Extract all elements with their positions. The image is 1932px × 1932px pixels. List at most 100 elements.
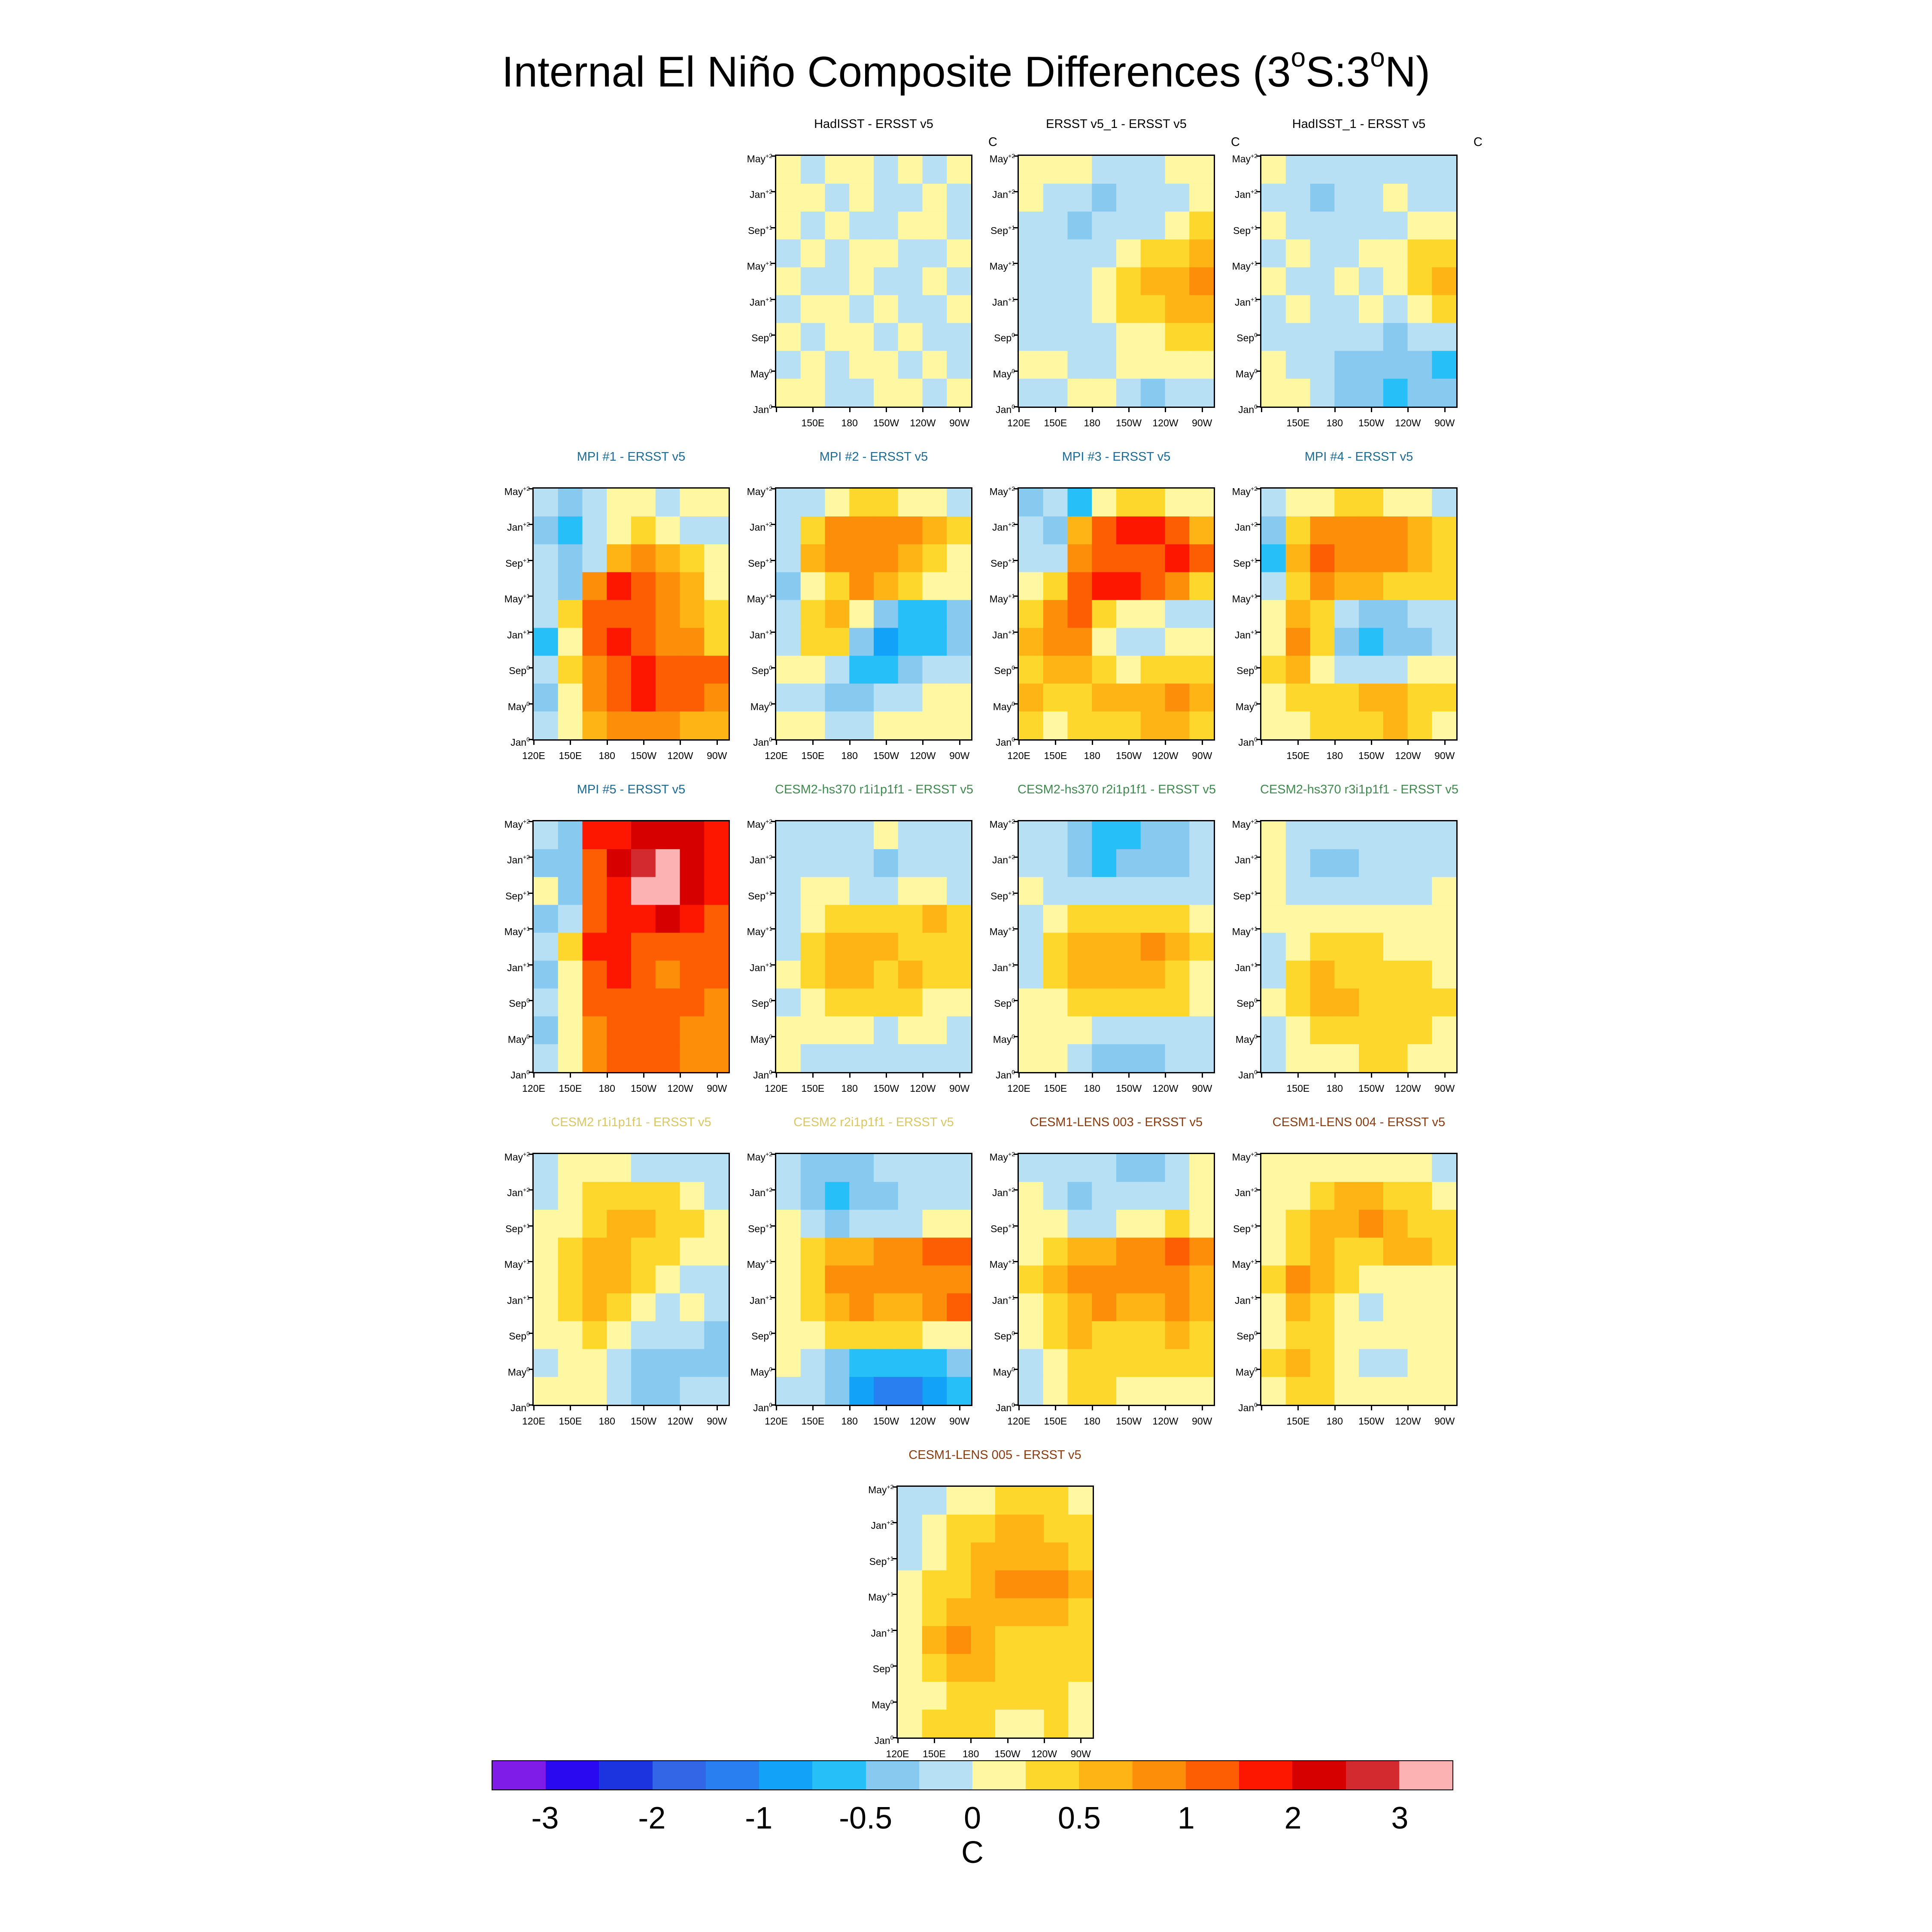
y-tick-label: Jan+1 xyxy=(992,1294,1015,1306)
heatmap-cell xyxy=(558,572,583,601)
y-tick-mark xyxy=(1256,1154,1260,1155)
y-tick-label: Sep+1 xyxy=(990,889,1015,902)
y-tick-label: May+1 xyxy=(989,925,1015,938)
heatmap-cell xyxy=(1407,516,1432,545)
heatmap-cell xyxy=(1334,821,1359,850)
heatmap-cell xyxy=(1043,849,1068,878)
heatmap-cell xyxy=(607,656,632,684)
heatmap-cell xyxy=(1334,379,1359,407)
heatmap-cell xyxy=(607,933,632,961)
x-tick-mark xyxy=(1080,1739,1082,1743)
heatmap-cell xyxy=(680,1293,705,1321)
y-tick-mark xyxy=(529,631,532,633)
x-tick-label: 120W xyxy=(1395,1083,1421,1094)
heatmap-cell xyxy=(1165,156,1190,184)
heatmap-cell xyxy=(947,544,971,573)
x-tick-mark xyxy=(1091,408,1093,412)
heatmap-svg xyxy=(1261,821,1456,1072)
heatmap-cell xyxy=(1116,849,1141,878)
heatmap-cell xyxy=(1432,379,1456,407)
y-tick-mark xyxy=(1256,1072,1260,1073)
heatmap-cell xyxy=(1261,849,1286,878)
y-tick-label: May+1 xyxy=(504,925,530,938)
heatmap-cell xyxy=(1116,933,1141,961)
heatmap-cell xyxy=(825,267,850,296)
x-tick-label: 150W xyxy=(1358,1416,1385,1427)
heatmap-cell xyxy=(1383,295,1408,323)
heatmap-cell xyxy=(534,1154,559,1182)
heatmap-cell xyxy=(1285,600,1311,629)
heatmap-cell xyxy=(631,1182,656,1210)
x-tick-label: 150E xyxy=(1044,1083,1067,1094)
heatmap-cell xyxy=(947,239,971,268)
heatmap-cell xyxy=(1043,1209,1068,1238)
heatmap-cell xyxy=(800,1154,826,1182)
heatmap-cell xyxy=(1334,489,1359,517)
heatmap-cell xyxy=(1383,1293,1408,1321)
heatmap-cell xyxy=(1334,544,1359,573)
heatmap-cell xyxy=(1310,516,1335,545)
y-tick-label: Jan+2 xyxy=(992,188,1015,200)
panel-title: HadISST_1 - ERSST v5 xyxy=(1292,117,1426,131)
heatmap-cell xyxy=(680,1016,705,1045)
x-tick-mark xyxy=(1091,741,1093,745)
heatmap-cell xyxy=(655,1293,680,1321)
x-tick-mark xyxy=(1043,1739,1045,1743)
panel-16: CESM1-LENS 005 - ERSST v5 May+2 Jan+2 Sep+1… xyxy=(866,1447,1124,1777)
y-tick-label: Sep0 xyxy=(1236,997,1258,1009)
heatmap-cell xyxy=(607,905,632,933)
heatmap-cell xyxy=(558,1237,583,1266)
heatmap-cell xyxy=(1261,1016,1286,1045)
heatmap-cell xyxy=(1334,1265,1359,1294)
panel-unit-label: C xyxy=(1473,135,1482,149)
heatmap-cell xyxy=(1092,351,1117,379)
heatmap-cell xyxy=(1092,489,1117,517)
colorbar-tick-label: 1 xyxy=(1177,1801,1195,1835)
heatmap-cell xyxy=(800,489,826,517)
heatmap-cell xyxy=(1359,683,1384,712)
heatmap-cell xyxy=(1116,572,1141,601)
heatmap-cell xyxy=(898,849,923,878)
heatmap-cell xyxy=(1407,156,1432,184)
heatmap-cell xyxy=(655,489,680,517)
y-tick-mark xyxy=(1256,1297,1260,1298)
heatmap-cell xyxy=(946,1654,971,1682)
heatmap-cell xyxy=(680,683,705,712)
y-tick-mark xyxy=(529,488,532,489)
heatmap-cell xyxy=(1116,323,1141,351)
heatmap-cell xyxy=(1285,1377,1311,1405)
heatmap-cell xyxy=(1359,1293,1384,1321)
x-tick-label: 150E xyxy=(1286,417,1310,428)
y-tick-label: Jan+2 xyxy=(992,521,1015,533)
y-tick-mark xyxy=(529,1297,532,1298)
heatmap-cell xyxy=(582,516,607,545)
y-tick-label: Jan+1 xyxy=(1234,1294,1258,1306)
heatmap-cell xyxy=(1310,1182,1335,1210)
colorbar-swatch xyxy=(1132,1761,1186,1789)
y-tick-mark xyxy=(1256,1368,1260,1370)
x-tick-mark xyxy=(922,741,924,745)
x-tick-mark xyxy=(959,1406,960,1410)
heatmap-cell xyxy=(1383,156,1408,184)
heatmap-cell xyxy=(1068,1570,1093,1599)
heatmap-cell xyxy=(607,1016,632,1045)
y-tick-label: Jan+2 xyxy=(749,1186,772,1199)
heatmap-cell xyxy=(680,1044,705,1072)
heatmap-cell xyxy=(1165,379,1190,407)
y-tick-mark xyxy=(771,631,775,633)
y-tick-label: Jan+1 xyxy=(871,1626,894,1639)
heatmap-cell xyxy=(1261,211,1286,240)
heatmap-cell xyxy=(582,1265,607,1294)
heatmap-cell xyxy=(825,1237,850,1266)
heatmap-cell xyxy=(800,295,826,323)
heatmap-cell xyxy=(922,1710,947,1738)
heatmap-cell xyxy=(1261,351,1286,379)
heatmap-cell xyxy=(1140,239,1166,268)
y-tick-mark xyxy=(529,857,532,858)
y-tick-label: Jan+2 xyxy=(1234,1186,1258,1199)
heatmap-cell xyxy=(874,572,899,601)
heatmap-cell xyxy=(558,877,583,905)
heatmap-cell xyxy=(947,1321,971,1349)
heatmap-cell xyxy=(1067,1321,1092,1349)
heatmap-cell xyxy=(1140,267,1166,296)
